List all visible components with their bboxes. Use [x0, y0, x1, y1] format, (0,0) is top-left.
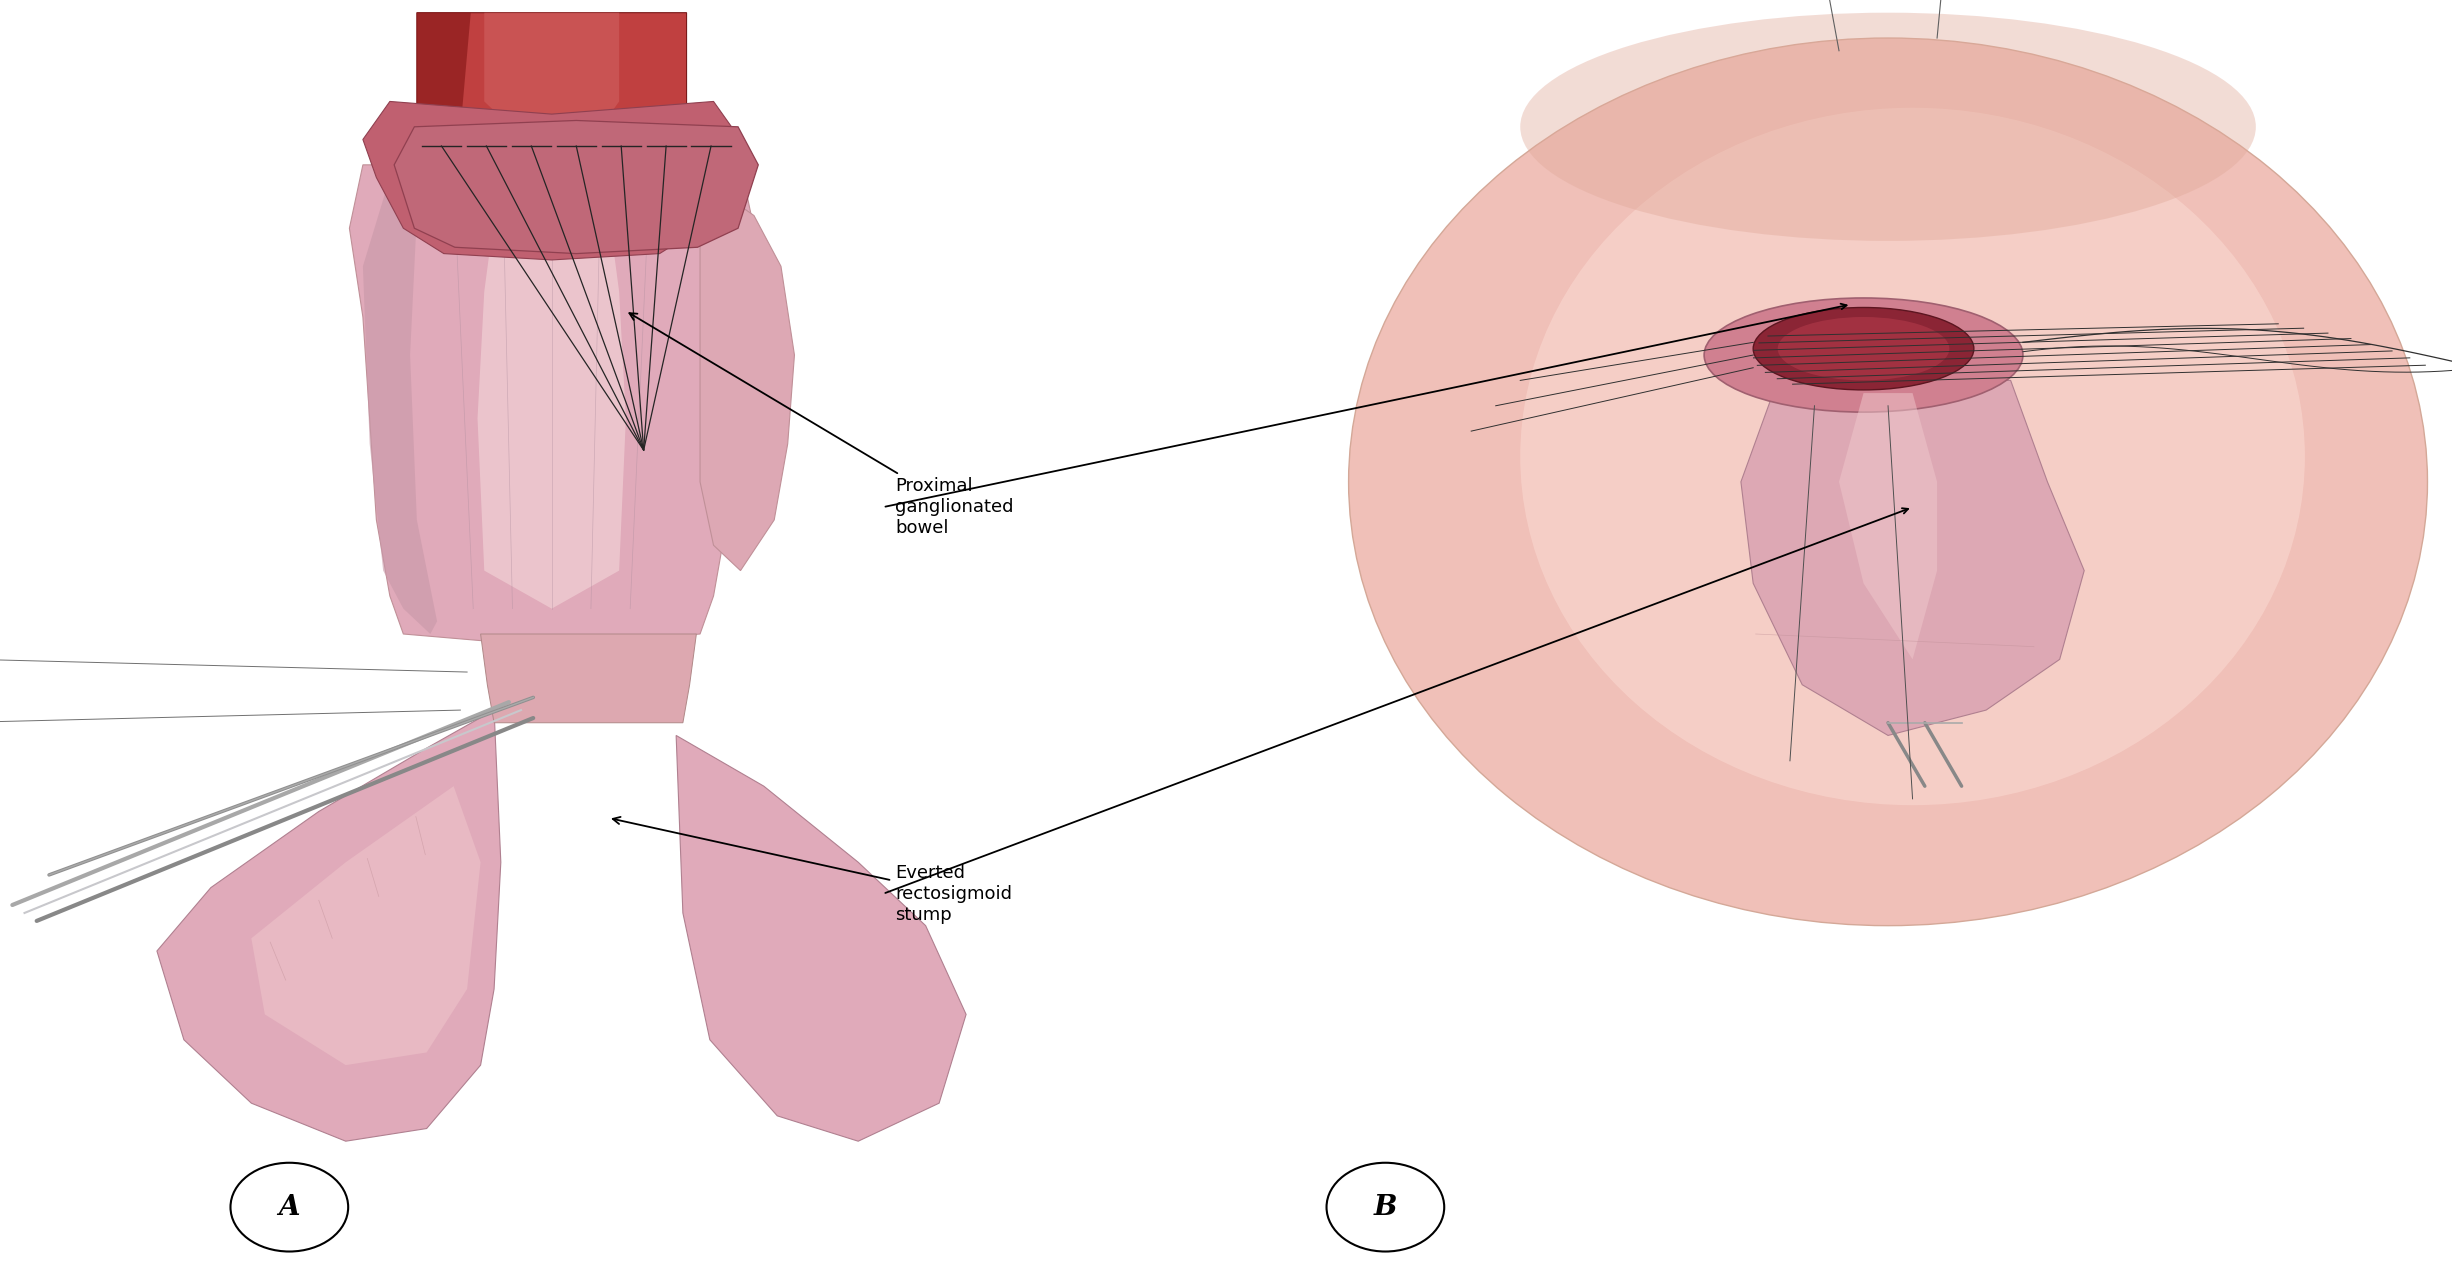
Ellipse shape	[1520, 13, 2256, 241]
Ellipse shape	[1520, 108, 2305, 805]
Polygon shape	[483, 13, 618, 152]
Ellipse shape	[1327, 1163, 1444, 1252]
Polygon shape	[250, 786, 481, 1065]
Text: Everted
rectosigmoid
stump: Everted rectosigmoid stump	[613, 817, 1013, 924]
Polygon shape	[395, 120, 758, 254]
Ellipse shape	[1704, 298, 2023, 412]
Polygon shape	[157, 710, 500, 1141]
Polygon shape	[1741, 380, 2084, 735]
Text: B: B	[1373, 1193, 1398, 1221]
Text: A: A	[280, 1193, 299, 1221]
Polygon shape	[348, 165, 755, 647]
Polygon shape	[701, 178, 794, 571]
Polygon shape	[363, 101, 741, 260]
Polygon shape	[417, 13, 687, 203]
Polygon shape	[363, 178, 436, 634]
Ellipse shape	[1349, 38, 2427, 926]
Polygon shape	[417, 13, 471, 165]
Ellipse shape	[230, 1163, 348, 1252]
Polygon shape	[677, 735, 966, 1141]
Polygon shape	[481, 634, 696, 723]
Ellipse shape	[1753, 308, 1974, 391]
Polygon shape	[1839, 393, 1937, 659]
Ellipse shape	[1778, 317, 1949, 380]
Text: Proximal
ganglionated
bowel: Proximal ganglionated bowel	[630, 313, 1013, 538]
Polygon shape	[478, 190, 625, 609]
